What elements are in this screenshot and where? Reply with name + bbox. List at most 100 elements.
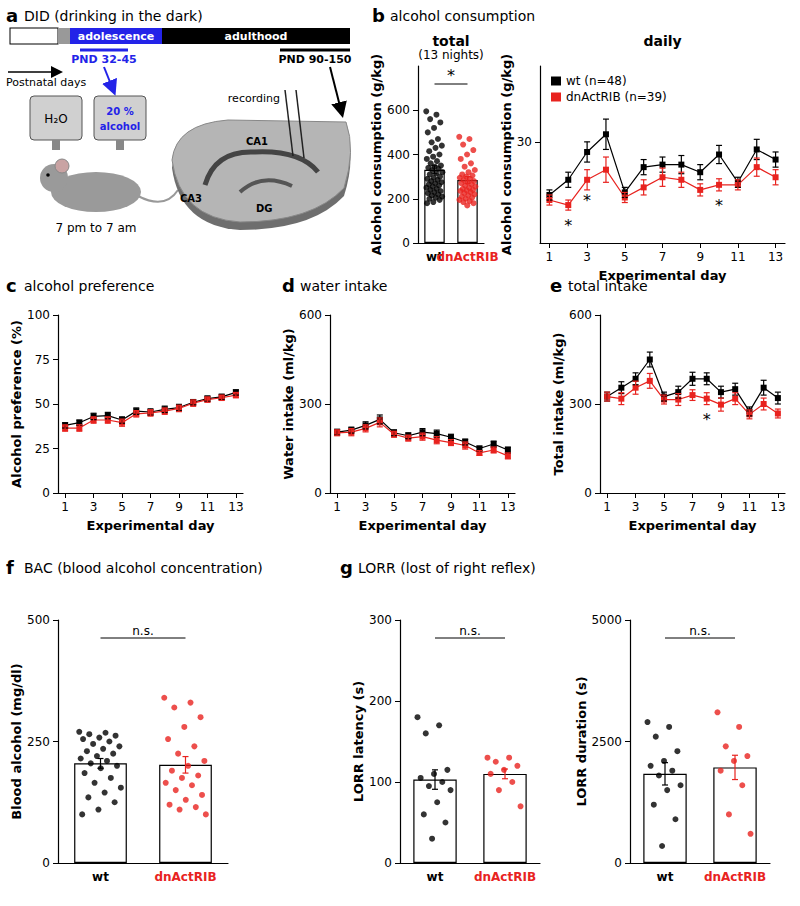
svg-text:100: 100	[369, 775, 392, 789]
svg-text:50: 50	[35, 397, 50, 411]
svg-text:adulthood: adulthood	[225, 30, 288, 43]
svg-text:7: 7	[419, 500, 427, 514]
svg-text:Postnatal days: Postnatal days	[6, 76, 87, 89]
svg-text:0: 0	[42, 856, 50, 870]
svg-text:(13 nights): (13 nights)	[418, 48, 484, 62]
svg-text:600: 600	[569, 308, 592, 322]
svg-text:13: 13	[768, 250, 783, 264]
svg-text:0: 0	[314, 486, 322, 500]
svg-text:1: 1	[333, 500, 341, 514]
svg-text:Alcohol consumption (g/kg): Alcohol consumption (g/kg)	[369, 54, 384, 255]
svg-text:600: 600	[387, 103, 410, 117]
svg-text:DID (drinking in the dark): DID (drinking in the dark)	[24, 8, 203, 24]
svg-text:1: 1	[61, 500, 69, 514]
svg-text:total: total	[432, 33, 469, 49]
svg-text:total intake: total intake	[568, 278, 648, 294]
svg-text:*: *	[715, 196, 723, 215]
svg-text:g: g	[340, 557, 353, 578]
svg-text:n.s.: n.s.	[132, 624, 154, 638]
svg-text:20 %: 20 %	[106, 106, 133, 117]
svg-text:adolescence: adolescence	[78, 30, 154, 43]
svg-text:Alcohol consumption (g/kg): Alcohol consumption (g/kg)	[499, 54, 514, 255]
svg-text:*: *	[564, 216, 572, 235]
svg-text:3: 3	[632, 500, 640, 514]
svg-text:n.s.: n.s.	[689, 624, 711, 638]
svg-text:Blood alcohol (mg/dl): Blood alcohol (mg/dl)	[9, 663, 24, 819]
svg-text:500: 500	[27, 613, 50, 627]
svg-text:5: 5	[660, 500, 668, 514]
svg-text:13: 13	[228, 500, 243, 514]
svg-text:30: 30	[517, 135, 532, 149]
svg-text:11: 11	[200, 500, 215, 514]
svg-text:Total intake (ml/kg): Total intake (ml/kg)	[551, 333, 566, 476]
svg-text:9: 9	[717, 500, 725, 514]
svg-text:alcohol consumption: alcohol consumption	[390, 8, 535, 24]
svg-text:dnActRIB: dnActRIB	[154, 870, 216, 884]
svg-text:daily: daily	[643, 33, 681, 49]
svg-text:7: 7	[659, 250, 667, 264]
svg-text:dnActRIB: dnActRIB	[704, 870, 766, 884]
svg-text:c: c	[6, 275, 17, 296]
svg-text:5: 5	[621, 250, 629, 264]
svg-text:LORR latency (s): LORR latency (s)	[351, 681, 366, 802]
svg-text:PND 32-45: PND 32-45	[71, 53, 136, 66]
svg-text:0: 0	[384, 856, 392, 870]
svg-text:Alcohol preference (%): Alcohol preference (%)	[9, 320, 24, 488]
svg-text:5: 5	[390, 500, 398, 514]
svg-text:3: 3	[583, 250, 591, 264]
svg-text:*: *	[447, 66, 455, 85]
svg-text:water intake: water intake	[300, 278, 387, 294]
svg-text:0: 0	[584, 486, 592, 500]
svg-text:*: *	[583, 191, 591, 210]
svg-text:LORR duration (s): LORR duration (s)	[574, 676, 589, 806]
svg-text:n.s.: n.s.	[459, 624, 481, 638]
svg-text:wt: wt	[657, 870, 674, 884]
svg-text:300: 300	[569, 397, 592, 411]
svg-text:f: f	[6, 557, 14, 578]
svg-text:LORR (lost of right reflex): LORR (lost of right reflex)	[358, 560, 536, 576]
svg-text:0: 0	[42, 486, 50, 500]
svg-text:*: *	[703, 410, 711, 429]
svg-text:11: 11	[742, 500, 757, 514]
svg-text:d: d	[282, 275, 295, 296]
svg-text:wt (n=48): wt (n=48)	[566, 74, 627, 88]
svg-text:5: 5	[118, 500, 126, 514]
svg-text:dnActRIB (n=39): dnActRIB (n=39)	[566, 90, 667, 104]
svg-text:Water intake (ml/kg): Water intake (ml/kg)	[281, 328, 296, 480]
svg-text:3: 3	[90, 500, 98, 514]
svg-text:600: 600	[299, 308, 322, 322]
svg-text:75: 75	[35, 353, 50, 367]
svg-text:13: 13	[770, 500, 785, 514]
svg-text:wt: wt	[92, 870, 109, 884]
svg-text:alcohol preference: alcohol preference	[24, 278, 154, 294]
svg-text:300: 300	[299, 397, 322, 411]
svg-text:DG: DG	[256, 203, 273, 214]
svg-text:13: 13	[500, 500, 515, 514]
svg-text:250: 250	[27, 735, 50, 749]
svg-text:dnActRIB: dnActRIB	[474, 870, 536, 884]
svg-text:7: 7	[147, 500, 155, 514]
svg-text:Experimental day: Experimental day	[359, 518, 488, 533]
svg-text:dnActRIB: dnActRIB	[436, 250, 498, 264]
svg-text:PND 90-150: PND 90-150	[278, 53, 351, 66]
svg-text:25: 25	[35, 442, 50, 456]
svg-text:11: 11	[472, 500, 487, 514]
svg-text:0: 0	[402, 236, 410, 250]
svg-text:200: 200	[369, 694, 392, 708]
svg-text:2500: 2500	[591, 735, 622, 749]
svg-text:1: 1	[603, 500, 611, 514]
svg-text:Experimental day: Experimental day	[629, 518, 758, 533]
svg-text:CA3: CA3	[180, 193, 202, 204]
svg-text:9: 9	[447, 500, 455, 514]
svg-text:1: 1	[546, 250, 554, 264]
svg-text:a: a	[6, 5, 18, 26]
svg-text:BAC (blood alcohol concentrati: BAC (blood alcohol concentration)	[24, 560, 263, 576]
svg-text:11: 11	[730, 250, 745, 264]
svg-text:7: 7	[689, 500, 697, 514]
svg-text:9: 9	[175, 500, 183, 514]
svg-text:9: 9	[696, 250, 704, 264]
svg-text:Experimental day: Experimental day	[87, 518, 216, 533]
svg-text:100: 100	[27, 308, 50, 322]
svg-text:H₂O: H₂O	[44, 112, 67, 126]
svg-text:7 pm to 7 am: 7 pm to 7 am	[56, 221, 137, 235]
